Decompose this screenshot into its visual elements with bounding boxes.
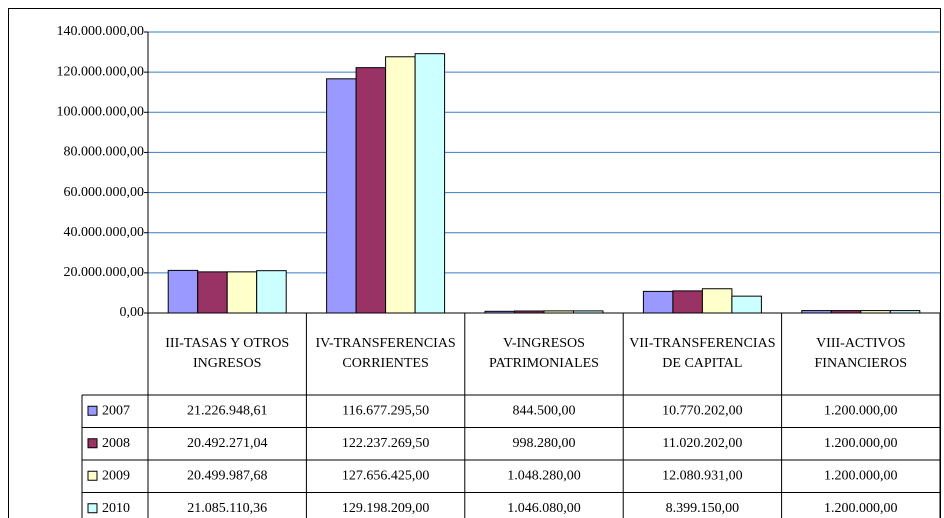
table-value: 1.046.080,00 bbox=[507, 501, 581, 516]
y-tick-label: 60.000.000,00 bbox=[64, 185, 145, 200]
table-value: 21.226.948,61 bbox=[187, 403, 268, 418]
chart-frame bbox=[8, 8, 941, 518]
table-value: 1.200.000,00 bbox=[824, 403, 898, 418]
legend-label: 2007 bbox=[102, 403, 130, 418]
legend-key bbox=[87, 470, 98, 481]
table-value: 21.085.110,36 bbox=[187, 501, 267, 516]
table-value: 1.200.000,00 bbox=[824, 436, 898, 451]
y-tick-label: 80.000.000,00 bbox=[64, 145, 145, 160]
bar bbox=[731, 295, 762, 314]
legend-key bbox=[87, 405, 98, 416]
bar bbox=[355, 67, 387, 314]
table-value: 1.200.000,00 bbox=[824, 468, 898, 483]
table-value: 10.770.202,00 bbox=[662, 403, 743, 418]
legend-key bbox=[87, 503, 98, 514]
table-value: 127.656.425,00 bbox=[342, 468, 430, 483]
table-value: 20.499.987,68 bbox=[187, 468, 268, 483]
table-value: 11.020.202,00 bbox=[662, 436, 742, 451]
bar bbox=[414, 53, 446, 314]
y-tick-label: 0,00 bbox=[120, 305, 145, 320]
bar bbox=[256, 270, 287, 314]
y-tick-label: 140.000.000,00 bbox=[57, 24, 145, 39]
x-tick-label: V-INGRESOS PATRIMONIALES bbox=[489, 336, 599, 371]
bar bbox=[573, 310, 604, 314]
y-tick-label: 40.000.000,00 bbox=[64, 225, 145, 240]
x-tick-label: VII-TRANSFERENCIAS DE CAPITAL bbox=[629, 336, 776, 371]
legend-label: 2010 bbox=[102, 501, 130, 516]
table-value: 129.198.209,00 bbox=[342, 501, 430, 516]
table-value: 12.080.931,00 bbox=[662, 468, 743, 483]
table-value: 20.492.271,04 bbox=[187, 436, 268, 451]
legend-label: 2008 bbox=[102, 436, 130, 451]
table-value: 1.200.000,00 bbox=[824, 501, 898, 516]
bar bbox=[642, 290, 674, 314]
bar bbox=[672, 290, 703, 314]
bar bbox=[226, 271, 258, 314]
table-value: 122.237.269,50 bbox=[342, 436, 430, 451]
y-tick-label: 20.000.000,00 bbox=[64, 265, 145, 280]
table-value: 116.677.295,50 bbox=[342, 403, 429, 418]
x-tick-label: VIII-ACTIVOS FINANCIEROS bbox=[814, 336, 908, 371]
table-value: 1.048.280,00 bbox=[507, 468, 581, 483]
y-tick-label: 100.000.000,00 bbox=[57, 105, 145, 120]
table-value: 844.500,00 bbox=[513, 403, 576, 418]
y-tick-label: 120.000.000,00 bbox=[57, 64, 145, 79]
bar bbox=[326, 78, 357, 314]
bar bbox=[701, 288, 733, 314]
legend-label: 2009 bbox=[102, 468, 130, 483]
x-tick-label: III-TASAS Y OTROS INGRESOS bbox=[165, 336, 290, 371]
bar bbox=[167, 269, 199, 314]
bar bbox=[889, 310, 921, 314]
x-tick-label: IV-TRANSFERENCIAS CORRIENTES bbox=[315, 336, 456, 371]
table-value: 8.399.150,00 bbox=[666, 501, 740, 516]
bar bbox=[197, 271, 228, 314]
legend-key bbox=[87, 438, 98, 449]
table-value: 998.280,00 bbox=[513, 436, 576, 451]
bar bbox=[385, 56, 416, 314]
